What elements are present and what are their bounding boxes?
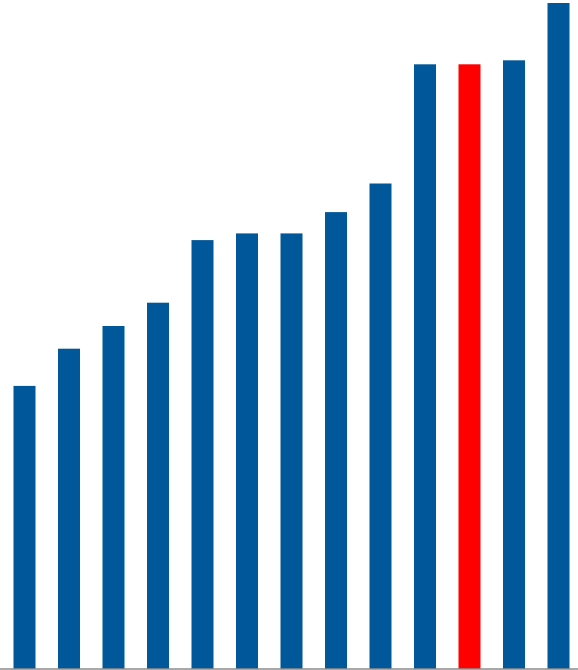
bar (191, 240, 214, 669)
bar (58, 348, 80, 669)
bar (147, 302, 169, 669)
bars-group (13, 3, 570, 670)
bar (503, 60, 525, 670)
bar-highlighted (458, 64, 481, 670)
bar (414, 64, 436, 670)
bar (547, 3, 570, 669)
bar (236, 233, 258, 669)
bar (102, 326, 125, 669)
bar (325, 212, 347, 669)
bar (280, 233, 303, 669)
bar (13, 385, 36, 669)
bar (369, 183, 392, 669)
